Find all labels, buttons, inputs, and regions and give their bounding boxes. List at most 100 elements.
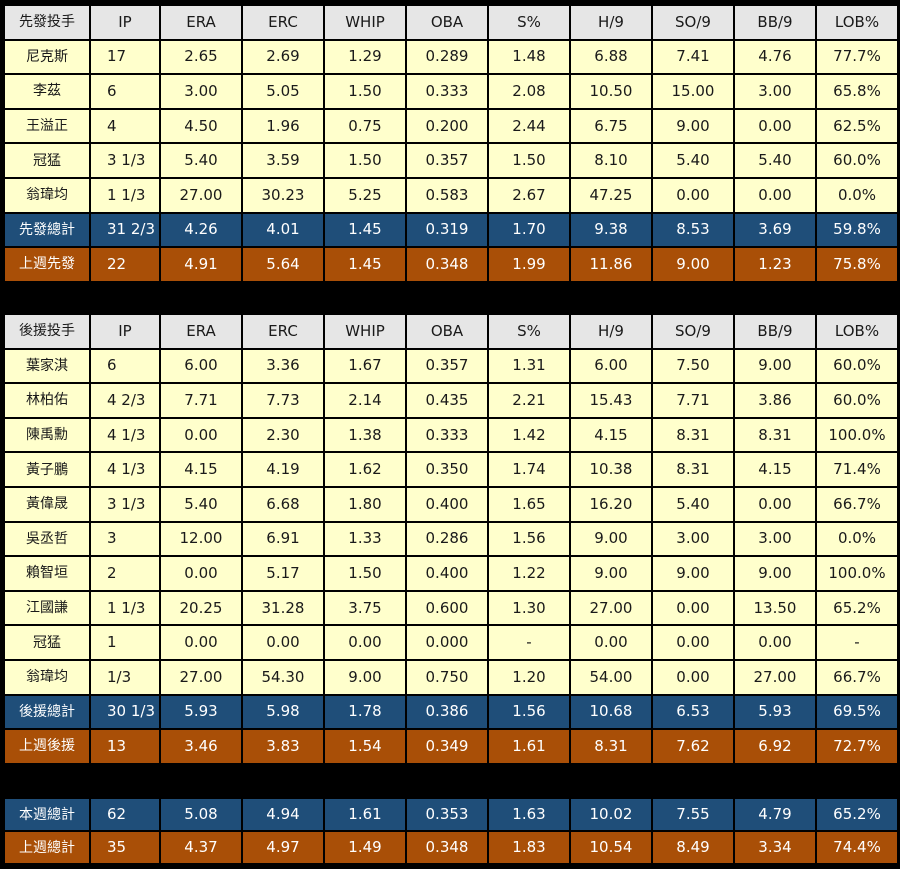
header-cell-so9: SO/9 xyxy=(653,6,733,39)
player-name-cell: 上週先發 xyxy=(5,248,89,281)
stat-cell-so9: 7.50 xyxy=(653,349,733,383)
player-name-cell: 黃子鵬 xyxy=(5,453,89,486)
stat-cell-whip: 1.78 xyxy=(325,695,405,729)
stat-cell-s: 2.67 xyxy=(489,178,569,212)
stat-cell-bb9: 0.00 xyxy=(735,109,815,143)
stat-cell-era: 3.00 xyxy=(161,75,241,108)
stat-cell-so9: 7.41 xyxy=(653,40,733,74)
stat-cell-ip: 31 2/3 xyxy=(91,213,159,247)
stat-cell-era: 7.71 xyxy=(161,384,241,417)
stat-cell-oba: 0.600 xyxy=(407,591,487,625)
stat-cell-h9: 9.00 xyxy=(571,522,651,556)
stat-cell-lob: 77.7% xyxy=(817,40,897,74)
stat-cell-ip: 1 1/3 xyxy=(91,591,159,625)
header-cell-h9: H/9 xyxy=(571,6,651,39)
stat-cell-bb9: 3.00 xyxy=(735,522,815,556)
stat-cell-h9: 54.00 xyxy=(571,660,651,694)
stat-cell-lob: 0.0% xyxy=(817,178,897,212)
stat-cell-s: 1.74 xyxy=(489,453,569,486)
stat-cell-whip: 9.00 xyxy=(325,660,405,694)
header-cell-ip: IP xyxy=(91,6,159,39)
stat-cell-so9: 9.00 xyxy=(653,557,733,590)
stat-cell-bb9: 6.92 xyxy=(735,730,815,763)
stat-cell-bb9: 4.79 xyxy=(735,799,815,830)
player-name-cell: 後援總計 xyxy=(5,695,89,729)
stat-cell-bb9: 3.86 xyxy=(735,384,815,417)
stat-cell-ip: 30 1/3 xyxy=(91,695,159,729)
stat-cell-h9: 15.43 xyxy=(571,384,651,417)
stat-cell-lob: 62.5% xyxy=(817,109,897,143)
stat-cell-era: 0.00 xyxy=(161,626,241,659)
player-name-cell: 葉家淇 xyxy=(5,349,89,383)
stat-cell-era: 27.00 xyxy=(161,660,241,694)
player-name-cell: 吳丞哲 xyxy=(5,522,89,556)
stat-cell-erc: 54.30 xyxy=(243,660,323,694)
stat-cell-s: 1.65 xyxy=(489,487,569,521)
stat-cell-lob: 60.0% xyxy=(817,384,897,417)
stat-cell-so9: 0.00 xyxy=(653,626,733,659)
player-name-cell: 冠猛 xyxy=(5,626,89,659)
stat-cell-so9: 9.00 xyxy=(653,109,733,143)
stat-cell-era: 5.93 xyxy=(161,695,241,729)
stat-cell-erc: 3.83 xyxy=(243,730,323,763)
stat-cell-oba: 0.289 xyxy=(407,40,487,74)
stat-cell-s: 1.20 xyxy=(489,660,569,694)
stat-cell-so9: 7.71 xyxy=(653,384,733,417)
stat-cell-oba: 0.400 xyxy=(407,487,487,521)
stat-cell-h9: 16.20 xyxy=(571,487,651,521)
stat-cell-s: - xyxy=(489,626,569,659)
stat-cell-erc: 7.73 xyxy=(243,384,323,417)
stat-cell-era: 5.08 xyxy=(161,799,241,830)
stat-cell-s: 2.21 xyxy=(489,384,569,417)
stat-cell-s: 1.22 xyxy=(489,557,569,590)
stat-cell-oba: 0.319 xyxy=(407,213,487,247)
stat-cell-oba: 0.435 xyxy=(407,384,487,417)
stat-cell-erc: 6.68 xyxy=(243,487,323,521)
stat-cell-ip: 1 1/3 xyxy=(91,178,159,212)
stat-cell-ip: 22 xyxy=(91,248,159,281)
stat-cell-erc: 5.98 xyxy=(243,695,323,729)
header-cell-erc: ERC xyxy=(243,6,323,39)
stat-cell-era: 4.37 xyxy=(161,832,241,863)
stat-cell-oba: 0.200 xyxy=(407,109,487,143)
stat-cell-lob: 60.0% xyxy=(817,349,897,383)
stat-cell-whip: 0.75 xyxy=(325,109,405,143)
stat-cell-s: 1.31 xyxy=(489,349,569,383)
header-cell-player: 後援投手 xyxy=(5,315,89,348)
stat-cell-whip: 1.80 xyxy=(325,487,405,521)
stat-cell-h9: 0.00 xyxy=(571,626,651,659)
stat-cell-whip: 1.29 xyxy=(325,40,405,74)
stat-cell-bb9: 8.31 xyxy=(735,418,815,452)
stat-cell-erc: 0.00 xyxy=(243,626,323,659)
stat-cell-so9: 5.40 xyxy=(653,144,733,177)
relievers-last-week-row: 上週後援 13 3.46 3.83 1.54 0.349 1.61 8.31 7.62 6.92 7… xyxy=(5,730,897,763)
stat-cell-lob: 66.7% xyxy=(817,660,897,694)
table-row: 尼克斯 17 2.65 2.69 1.29 0.289 1.48 6.88 7.41 4.76 77… xyxy=(5,40,897,74)
stat-cell-bb9: 4.76 xyxy=(735,40,815,74)
header-cell-so9: SO/9 xyxy=(653,315,733,348)
stat-cell-erc: 4.94 xyxy=(243,799,323,830)
stat-cell-h9: 10.02 xyxy=(571,799,651,830)
table-row: 吳丞哲 3 12.00 6.91 1.33 0.286 1.56 9.00 3.00 3.00 0.… xyxy=(5,522,897,556)
stat-cell-h9: 4.15 xyxy=(571,418,651,452)
header-cell-bb9: BB/9 xyxy=(735,315,815,348)
player-name-cell: 江國謙 xyxy=(5,591,89,625)
stat-cell-lob: 66.7% xyxy=(817,487,897,521)
stat-cell-whip: 1.50 xyxy=(325,75,405,108)
stat-cell-h9: 10.54 xyxy=(571,832,651,863)
stat-cell-erc: 1.96 xyxy=(243,109,323,143)
stat-cell-lob: 0.0% xyxy=(817,522,897,556)
stat-cell-ip: 62 xyxy=(91,799,159,830)
stat-cell-ip: 6 xyxy=(91,349,159,383)
stat-cell-ip: 3 xyxy=(91,522,159,556)
stat-cell-so9: 8.49 xyxy=(653,832,733,863)
stat-cell-so9: 3.00 xyxy=(653,522,733,556)
stat-cell-ip: 35 xyxy=(91,832,159,863)
table-row: 葉家淇 6 6.00 3.36 1.67 0.357 1.31 6.00 7.50 9.00 60.… xyxy=(5,349,897,383)
stat-cell-h9: 9.00 xyxy=(571,557,651,590)
stat-cell-h9: 27.00 xyxy=(571,591,651,625)
stat-cell-so9: 0.00 xyxy=(653,660,733,694)
stat-cell-erc: 2.69 xyxy=(243,40,323,74)
table-row: 賴智垣 2 0.00 5.17 1.50 0.400 1.22 9.00 9.00 9.00 100… xyxy=(5,557,897,590)
stat-cell-whip: 1.38 xyxy=(325,418,405,452)
